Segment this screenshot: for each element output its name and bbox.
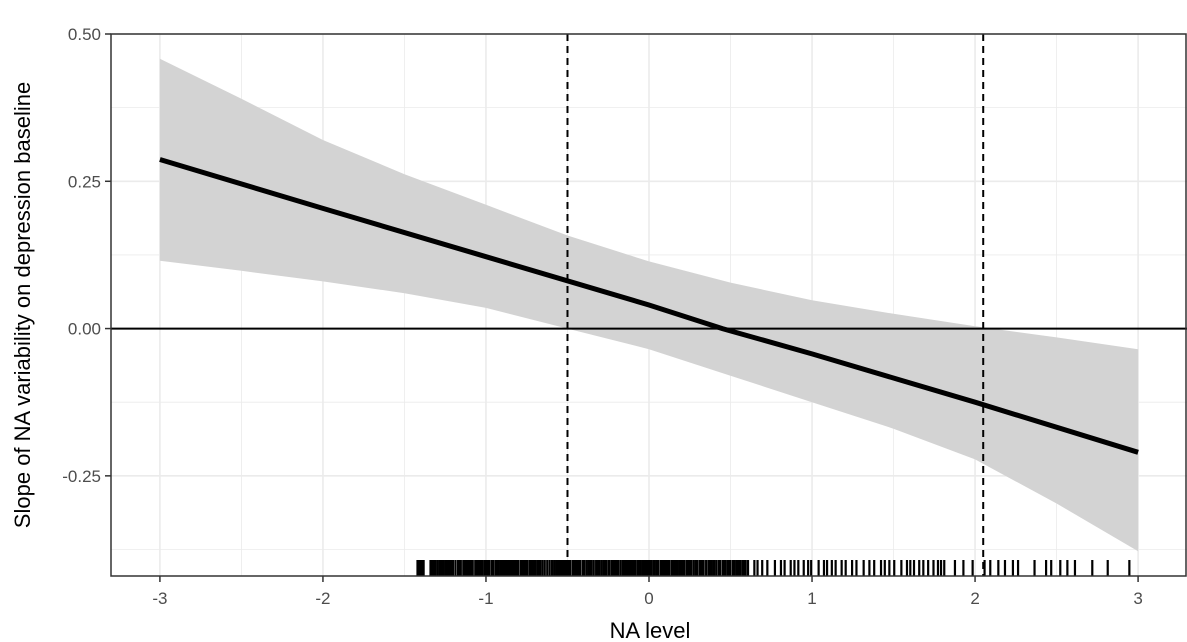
y-tick-label: 0.00 — [68, 320, 101, 339]
x-tick-label: 3 — [1133, 589, 1142, 608]
rug-layer — [416, 560, 1131, 576]
y-axis-ticks: -0.25 0.00 0.25 0.50 — [62, 25, 111, 486]
x-axis-title: NA level — [610, 618, 691, 642]
y-tick-label: 0.50 — [68, 25, 101, 44]
reference-lines-layer — [111, 34, 1187, 576]
series-line-layer — [159, 157, 1139, 455]
y-tick-label: 0.25 — [68, 172, 101, 191]
x-tick-label: 2 — [970, 589, 979, 608]
series-line — [159, 157, 1139, 455]
y-axis-title: Slope of NA variability on depression ba… — [10, 82, 35, 528]
x-tick-label: 0 — [644, 589, 653, 608]
y-tick-label: -0.25 — [62, 467, 101, 486]
x-axis-ticks: -3 -2 -1 0 1 2 3 — [152, 576, 1143, 608]
x-tick-label: 1 — [807, 589, 816, 608]
x-tick-label: -1 — [478, 589, 493, 608]
x-tick-label: -3 — [152, 589, 167, 608]
x-tick-label: -2 — [315, 589, 330, 608]
